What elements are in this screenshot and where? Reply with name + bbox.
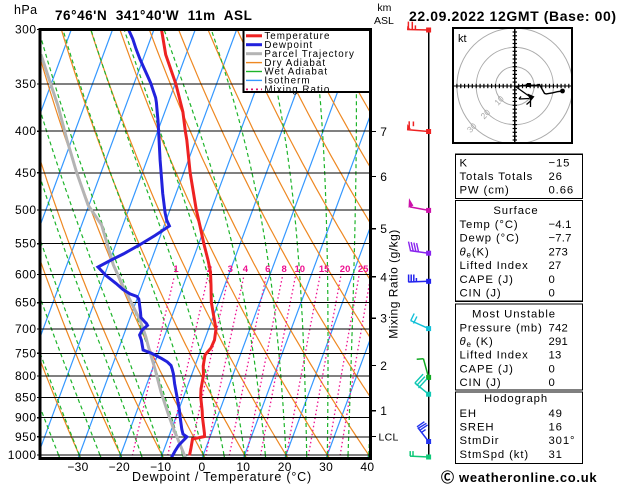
svg-text:Dry Adiabat: Dry Adiabat [264, 58, 326, 69]
svg-text:4: 4 [243, 264, 249, 275]
svg-text:76°46'N 341°40'W 11m ASL: 76°46'N 341°40'W 11m ASL [55, 8, 252, 23]
svg-text:400: 400 [15, 124, 37, 138]
svg-text:0: 0 [549, 274, 555, 286]
svg-text:6: 6 [265, 264, 270, 275]
svg-text:600: 600 [15, 267, 37, 281]
svg-text:−4.1: −4.1 [549, 219, 572, 231]
svg-text:550: 550 [15, 237, 37, 251]
svg-text:−15: −15 [549, 158, 571, 170]
svg-text:−10: −10 [150, 460, 171, 474]
svg-text:CIN (J): CIN (J) [460, 377, 502, 389]
svg-text:Temp (°C): Temp (°C) [460, 219, 519, 231]
svg-text:Dewpoint / Temperature (°C): Dewpoint / Temperature (°C) [132, 470, 312, 484]
svg-text:5: 5 [380, 222, 387, 236]
svg-text:49: 49 [549, 408, 563, 420]
svg-text:Lifted Index: Lifted Index [460, 350, 529, 362]
svg-text:4: 4 [380, 270, 387, 284]
svg-text:10: 10 [295, 264, 306, 275]
svg-text:Mixing Ratio (g/kg): Mixing Ratio (g/kg) [387, 229, 401, 339]
svg-text:6: 6 [380, 170, 387, 184]
svg-text:3: 3 [228, 264, 233, 275]
svg-text:−20: −20 [109, 460, 130, 474]
svg-text:800: 800 [15, 369, 37, 383]
svg-text:301°: 301° [549, 435, 576, 447]
svg-text:450: 450 [15, 166, 37, 180]
svg-text:SREH: SREH [460, 422, 495, 434]
svg-text:km: km [377, 2, 391, 14]
svg-text:273: 273 [549, 246, 568, 258]
svg-text:350: 350 [15, 77, 37, 91]
svg-text:Totals Totals: Totals Totals [460, 171, 534, 183]
svg-text:850: 850 [15, 391, 37, 405]
svg-text:Dewpoint: Dewpoint [264, 40, 313, 51]
svg-text:θe (K): θe (K) [460, 336, 494, 349]
svg-text:0.66: 0.66 [549, 185, 575, 197]
svg-text:CAPE (J): CAPE (J) [460, 363, 514, 375]
svg-text:500: 500 [15, 203, 37, 217]
svg-text:0: 0 [199, 460, 206, 474]
svg-text:0: 0 [549, 377, 555, 389]
svg-text:291: 291 [549, 336, 568, 348]
svg-text:Most Unstable: Most Unstable [472, 309, 556, 321]
svg-text:25: 25 [358, 264, 369, 275]
svg-text:742: 742 [549, 322, 568, 334]
svg-text:20: 20 [340, 264, 351, 275]
svg-text:2: 2 [380, 359, 387, 373]
svg-text:Lifted Index: Lifted Index [460, 260, 529, 272]
svg-text:16: 16 [549, 422, 563, 434]
svg-text:Dewp (°C): Dewp (°C) [460, 233, 520, 245]
svg-text:40: 40 [360, 460, 374, 474]
svg-text:Temperature: Temperature [264, 31, 330, 42]
svg-text:8: 8 [282, 264, 287, 275]
svg-text:10: 10 [236, 460, 250, 474]
svg-text:StmDir: StmDir [460, 435, 500, 447]
svg-text:Mixing Ratio: Mixing Ratio [264, 85, 330, 96]
svg-text:Surface: Surface [493, 205, 538, 217]
svg-text:Hodograph: Hodograph [484, 393, 548, 405]
svg-text:700: 700 [15, 322, 37, 336]
svg-text:Ⓒ weatheronline.co.uk: Ⓒ weatheronline.co.uk [441, 470, 597, 485]
svg-text:−7.7: −7.7 [549, 233, 572, 245]
svg-text:Pressure (mb): Pressure (mb) [460, 322, 543, 334]
svg-text:13: 13 [549, 350, 562, 362]
svg-text:1: 1 [380, 404, 387, 418]
svg-text:kt: kt [458, 33, 467, 45]
svg-text:3: 3 [380, 312, 387, 326]
svg-text:15: 15 [319, 264, 330, 275]
svg-text:20: 20 [278, 460, 292, 474]
svg-text:0: 0 [549, 288, 555, 300]
svg-text:EH: EH [460, 408, 478, 420]
svg-text:7: 7 [380, 125, 387, 139]
svg-text:22.09.2022 12GMT (Base: 00): 22.09.2022 12GMT (Base: 00) [409, 8, 617, 24]
svg-text:300: 300 [15, 23, 37, 37]
svg-text:900: 900 [15, 411, 37, 425]
svg-text:CAPE (J): CAPE (J) [460, 274, 514, 286]
svg-text:−30: −30 [67, 460, 88, 474]
svg-text:750: 750 [15, 346, 37, 360]
svg-text:CIN (J): CIN (J) [460, 288, 502, 300]
svg-text:θe(K): θe(K) [460, 246, 490, 259]
svg-text:650: 650 [15, 296, 37, 310]
svg-text:26: 26 [549, 171, 563, 183]
svg-text:LCL: LCL [379, 432, 399, 444]
svg-text:K: K [460, 158, 468, 170]
svg-text:1000: 1000 [8, 448, 37, 462]
svg-text:Parcel Trajectory: Parcel Trajectory [264, 49, 355, 60]
svg-text:31: 31 [549, 449, 563, 461]
svg-text:hPa: hPa [14, 3, 37, 17]
svg-text:950: 950 [15, 430, 37, 444]
svg-text:0: 0 [549, 363, 555, 375]
svg-text:ASL: ASL [374, 15, 394, 27]
svg-text:StmSpd (kt): StmSpd (kt) [460, 449, 530, 461]
svg-text:1: 1 [173, 264, 179, 275]
svg-text:PW (cm): PW (cm) [460, 185, 510, 197]
svg-text:27: 27 [549, 260, 562, 272]
svg-text:Isotherm: Isotherm [264, 76, 310, 87]
svg-text:30: 30 [319, 460, 333, 474]
svg-text:Wet Adiabat: Wet Adiabat [264, 67, 328, 78]
